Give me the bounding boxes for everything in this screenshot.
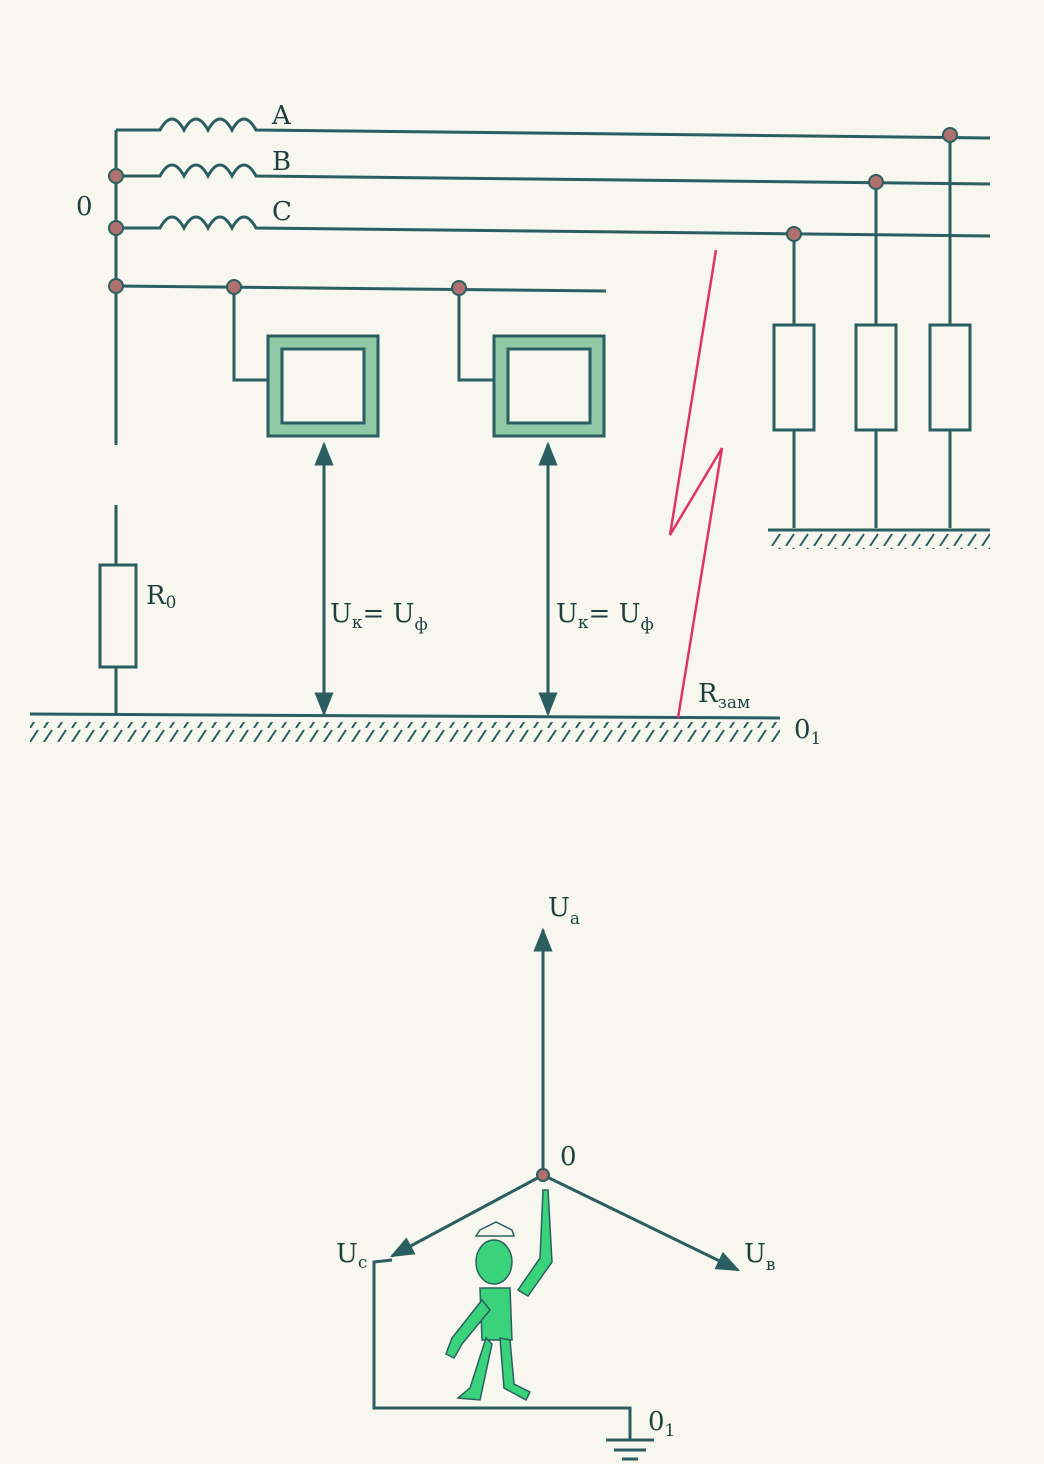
load-resistor-c [772,323,816,432]
neutral-label: 0 [76,192,93,222]
ub-label: Uв [744,1239,776,1275]
phase-c-label: C [272,197,292,227]
center-o-label: 0 [560,1142,577,1172]
winding-c [116,215,991,238]
r0-resistor [98,563,138,669]
rzam-label: Rзам [698,679,750,713]
fault-loop [372,1258,632,1440]
neutral-point-dot [536,1168,550,1182]
phase-b-label: B [272,147,291,177]
vector-ub [542,1173,741,1272]
winding-b [116,163,991,186]
person-figure [445,1189,553,1402]
three-phase-circuit [29,117,991,744]
junction-dots [108,127,958,296]
r0-label: R0 [146,581,176,613]
vector-uc [389,1173,544,1258]
load-resistor-a [928,323,972,432]
load-resistor-b [854,323,898,432]
phase-a-label: A [271,101,292,131]
enclosure-2-lead [457,288,494,382]
touch-voltage-label-1: Uк= Uф [330,599,428,635]
neutral-conductor [115,284,607,293]
ground-fault-path [668,249,724,719]
touch-voltage-label-2: Uк= Uф [556,599,654,635]
winding-a [116,117,991,140]
phasor-diagram [372,927,741,1461]
ground-line [29,712,781,720]
enclosure-1-lead [232,287,270,382]
uc-label: Uc [336,1239,367,1273]
ua-label: Ua [548,893,580,929]
ground-o1-label: 01 [794,715,821,749]
phasor-ground-label: 01 [648,1407,675,1441]
circuit-labels: 0 A B C R0 Uк= Uф Uк= Uф Rзам 01 [76,101,821,749]
phasor-labels: Ua Uв Uc 0 01 [336,893,776,1441]
